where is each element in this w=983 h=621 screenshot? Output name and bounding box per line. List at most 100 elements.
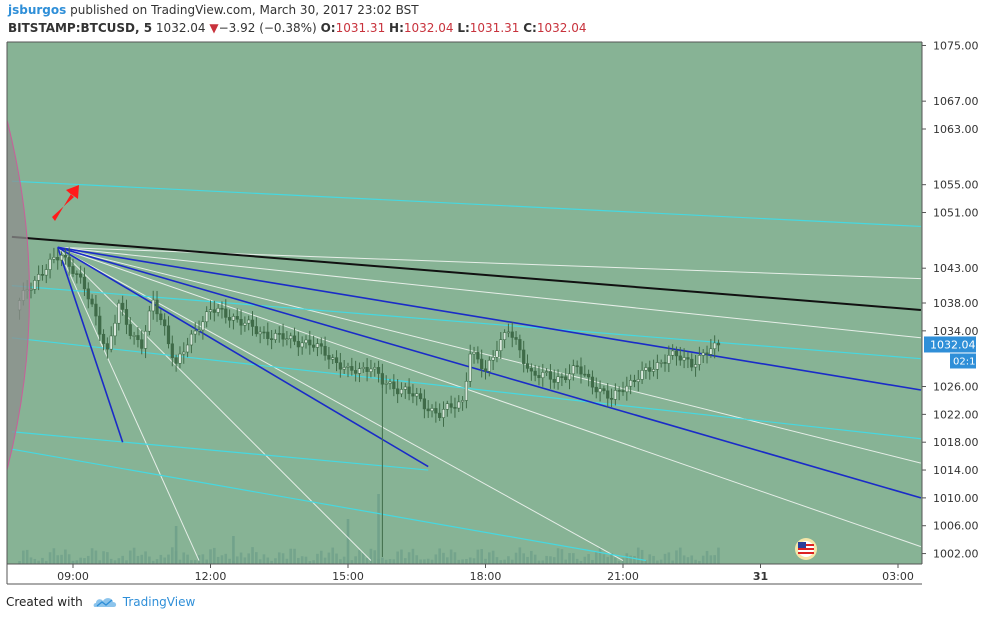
candle-body — [514, 337, 518, 340]
fan-line-4[interactable] — [57, 246, 624, 561]
candle-body — [82, 276, 87, 290]
volume-bar — [640, 549, 644, 564]
volume-bar — [136, 555, 140, 564]
candle-body — [499, 339, 503, 351]
volume-bar — [491, 550, 495, 564]
volume-bar — [151, 560, 155, 564]
time-tick-label: 09:00 — [57, 570, 89, 583]
cyan-trendline-1[interactable] — [11, 285, 921, 360]
candle-body — [201, 321, 205, 331]
volume-bar — [193, 560, 197, 564]
candle-body — [655, 362, 659, 370]
volume-bar — [37, 560, 40, 564]
volume-bar — [350, 560, 354, 564]
close-label: C: — [523, 21, 537, 35]
volume-bar — [102, 551, 105, 564]
volume-bar — [262, 554, 266, 564]
candle-body — [701, 352, 705, 356]
us-flag-icon[interactable] — [795, 538, 817, 560]
candle-body — [90, 298, 94, 305]
candle-body — [468, 353, 472, 382]
volume-bar — [48, 552, 52, 564]
volume-bar — [98, 560, 102, 564]
fan-line-5[interactable] — [57, 246, 372, 561]
cyan-trendline-3[interactable] — [11, 431, 429, 471]
volume-bar — [541, 560, 545, 564]
candle-body — [392, 381, 396, 390]
symbol-ohlc-line: BITSTAMP:BTCUSD, 5 1032.04 ▼−3.92 (−0.38… — [8, 21, 586, 35]
countdown-tag — [950, 353, 976, 369]
candle-body — [365, 367, 369, 372]
candle-body — [651, 369, 656, 372]
volume-bar — [533, 554, 537, 564]
candle-body — [300, 342, 304, 348]
volume-bar — [71, 560, 75, 564]
candle-body — [327, 355, 331, 360]
candles — [17, 247, 721, 558]
blue-trendline-3[interactable] — [56, 247, 124, 443]
candle-body — [476, 351, 480, 360]
volume-bar — [499, 560, 503, 564]
fan-line-6[interactable] — [57, 247, 200, 561]
candle-body — [37, 274, 41, 281]
volume-bar — [358, 550, 361, 564]
volume-bar — [488, 552, 491, 564]
volume-bar — [549, 556, 552, 564]
candle-body — [541, 372, 545, 379]
blue-trendline-0[interactable] — [57, 246, 922, 391]
plot-area[interactable] — [7, 42, 922, 564]
candle-body — [357, 368, 362, 374]
volume-bar — [144, 551, 147, 564]
price-axis[interactable] — [922, 42, 983, 564]
fan-line-1[interactable] — [57, 246, 921, 339]
candle-body — [67, 256, 71, 267]
candle-body — [63, 254, 67, 258]
candle-body — [697, 355, 701, 365]
candle-body — [552, 378, 556, 383]
candle-body — [396, 388, 400, 395]
price-chart[interactable]: 1075.00 1067.00 1063.00 1055.00 1051.00 1043.… — [0, 0, 983, 590]
volume-bar — [411, 548, 415, 564]
candle-body — [506, 331, 511, 334]
volume-bar — [323, 557, 327, 564]
candle-body — [571, 365, 575, 375]
candle-body — [193, 330, 197, 335]
volume-bar — [258, 559, 262, 564]
price-tick-label: 1010.00 — [933, 492, 979, 505]
blue-trendline-2[interactable] — [57, 246, 429, 468]
fan-line-3[interactable] — [57, 246, 922, 548]
tradingview-logo-icon[interactable] — [93, 595, 117, 609]
volume-bar — [545, 555, 548, 564]
candle-body — [346, 366, 350, 368]
volume-bar — [503, 559, 506, 564]
volume-bar — [564, 559, 568, 564]
tradingview-link[interactable]: TradingView — [122, 595, 196, 609]
black-trendline[interactable] — [11, 235, 921, 311]
candle-body — [590, 376, 595, 388]
candle-body — [567, 373, 572, 381]
volume-bar — [75, 560, 79, 564]
candle-body — [143, 330, 148, 349]
volume-bar — [56, 555, 60, 564]
volume-bar — [121, 555, 124, 564]
volume-bar — [518, 547, 522, 564]
last-price-tag-label: 1032.04 — [930, 338, 976, 351]
cyan-trendline-0[interactable] — [11, 180, 921, 228]
time-axis[interactable] — [7, 564, 922, 590]
volume-bar — [140, 554, 144, 564]
volume-bar — [465, 559, 468, 564]
volume-bar — [419, 559, 422, 564]
candle-body — [373, 367, 377, 370]
volume-bar — [659, 559, 663, 564]
candle-body — [140, 339, 144, 349]
candle-body — [369, 368, 373, 372]
fan-line-2[interactable] — [57, 246, 922, 464]
candle-body — [682, 357, 686, 361]
candle-body — [178, 353, 182, 364]
price-tick-label: 1018.00 — [933, 436, 979, 449]
candle-body — [159, 313, 163, 321]
author-username[interactable]: jsburgos — [8, 3, 67, 17]
volume-bar — [526, 556, 529, 564]
cyan-trendline-4[interactable] — [11, 448, 647, 562]
volume-bar — [125, 560, 128, 564]
